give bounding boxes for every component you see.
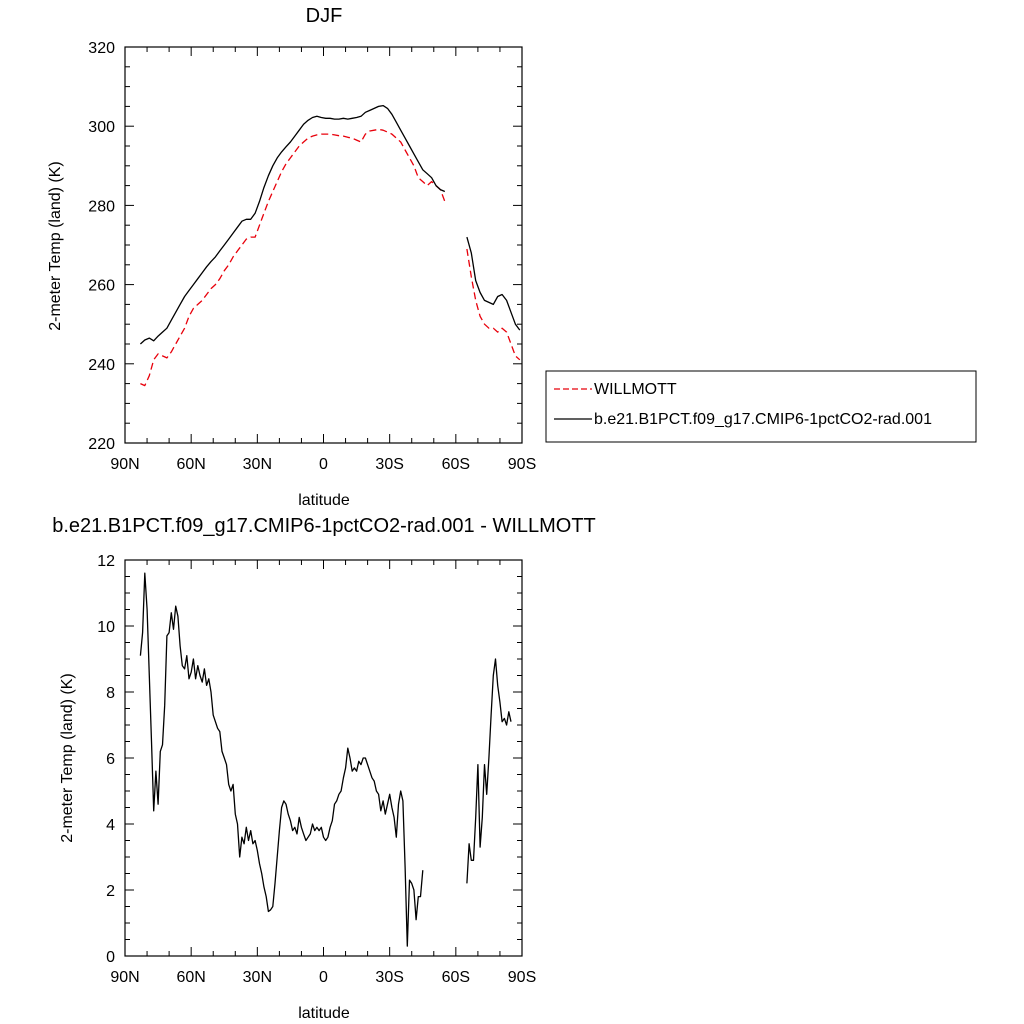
x-tick-label: 90N bbox=[110, 969, 139, 986]
plot-area: 90N 60N 30N 0 30S 60S 90S 220 240 260 280 300 320 bbox=[88, 40, 536, 473]
x-tick-label: 60S bbox=[442, 969, 470, 986]
top-panel-chart: DJF 90N 60N 30N 0 30S 60S 90S 220 240 260 280 300 32… bbox=[47, 5, 977, 509]
x-tick-label: 30S bbox=[375, 969, 403, 986]
y-tick-label: 2 bbox=[106, 883, 115, 900]
y-tick-label: 300 bbox=[88, 119, 115, 136]
legend-label-willmott: WILLMOTT bbox=[594, 381, 677, 398]
y-tick-label: 6 bbox=[106, 751, 115, 768]
series-line-b-e21-b1pct-f09-g17-cmip-seg-1 bbox=[466, 236, 521, 331]
x-tick-label: 30N bbox=[243, 969, 272, 986]
x-tick-label: 0 bbox=[319, 456, 328, 473]
legend: WILLMOTT b.e21.B1PCT.f09_g17.CMIP6-1pctC… bbox=[545, 370, 977, 443]
y-tick-label: 0 bbox=[106, 949, 115, 966]
x-tick-label: 90N bbox=[110, 456, 139, 473]
y-axis-label: 2-meter Temp (land) (K) bbox=[59, 673, 76, 843]
bottom-panel-chart: b.e21.B1PCT.f09_g17.CMIP6-1pctCO2-rad.00… bbox=[52, 515, 596, 1022]
y-tick-label: 240 bbox=[88, 357, 115, 374]
x-tick-label: 30N bbox=[243, 456, 272, 473]
legend-box bbox=[545, 370, 977, 443]
x-tick-label: 60S bbox=[442, 456, 470, 473]
series-line-willmott-seg-0 bbox=[140, 128, 446, 387]
series-line-b-e21-b1pct-f09-g17-cmip-seg-0 bbox=[139, 104, 446, 345]
y-tick-label: 220 bbox=[88, 436, 115, 453]
x-tick-label: 60N bbox=[176, 969, 205, 986]
plot-frame bbox=[124, 559, 523, 957]
x-tick-label: 90S bbox=[508, 969, 536, 986]
y-tick-label: 320 bbox=[88, 40, 115, 57]
x-tick-label: 90S bbox=[508, 456, 536, 473]
x-axis-label: latitude bbox=[298, 1005, 350, 1022]
x-tick-label: 60N bbox=[176, 456, 205, 473]
chart-title: b.e21.B1PCT.f09_g17.CMIP6-1pctCO2-rad.00… bbox=[52, 515, 596, 537]
y-tick-label: 260 bbox=[88, 278, 115, 295]
series-line-willmott-seg-1 bbox=[466, 248, 521, 361]
series-line-difference-seg-1 bbox=[466, 658, 512, 884]
plot-frame bbox=[124, 46, 523, 444]
y-axis-label: 2-meter Temp (land) (K) bbox=[47, 161, 64, 331]
y-tick-label: 10 bbox=[97, 619, 115, 636]
y-tick-label: 4 bbox=[106, 817, 115, 834]
x-tick-label: 0 bbox=[319, 969, 328, 986]
y-tick-label: 280 bbox=[88, 198, 115, 215]
y-tick-label: 12 bbox=[97, 553, 115, 570]
x-tick-label: 30S bbox=[375, 456, 403, 473]
series-line-difference-seg-0 bbox=[139, 572, 424, 947]
legend-label-model: b.e21.B1PCT.f09_g17.CMIP6-1pctCO2-rad.00… bbox=[594, 411, 932, 428]
x-axis-label: latitude bbox=[298, 492, 350, 509]
chart-title: DJF bbox=[306, 5, 343, 27]
plot-area: 90N 60N 30N 0 30S 60S 90S 0 2 4 6 8 10 12 bbox=[97, 553, 536, 986]
y-tick-label: 8 bbox=[106, 685, 115, 702]
